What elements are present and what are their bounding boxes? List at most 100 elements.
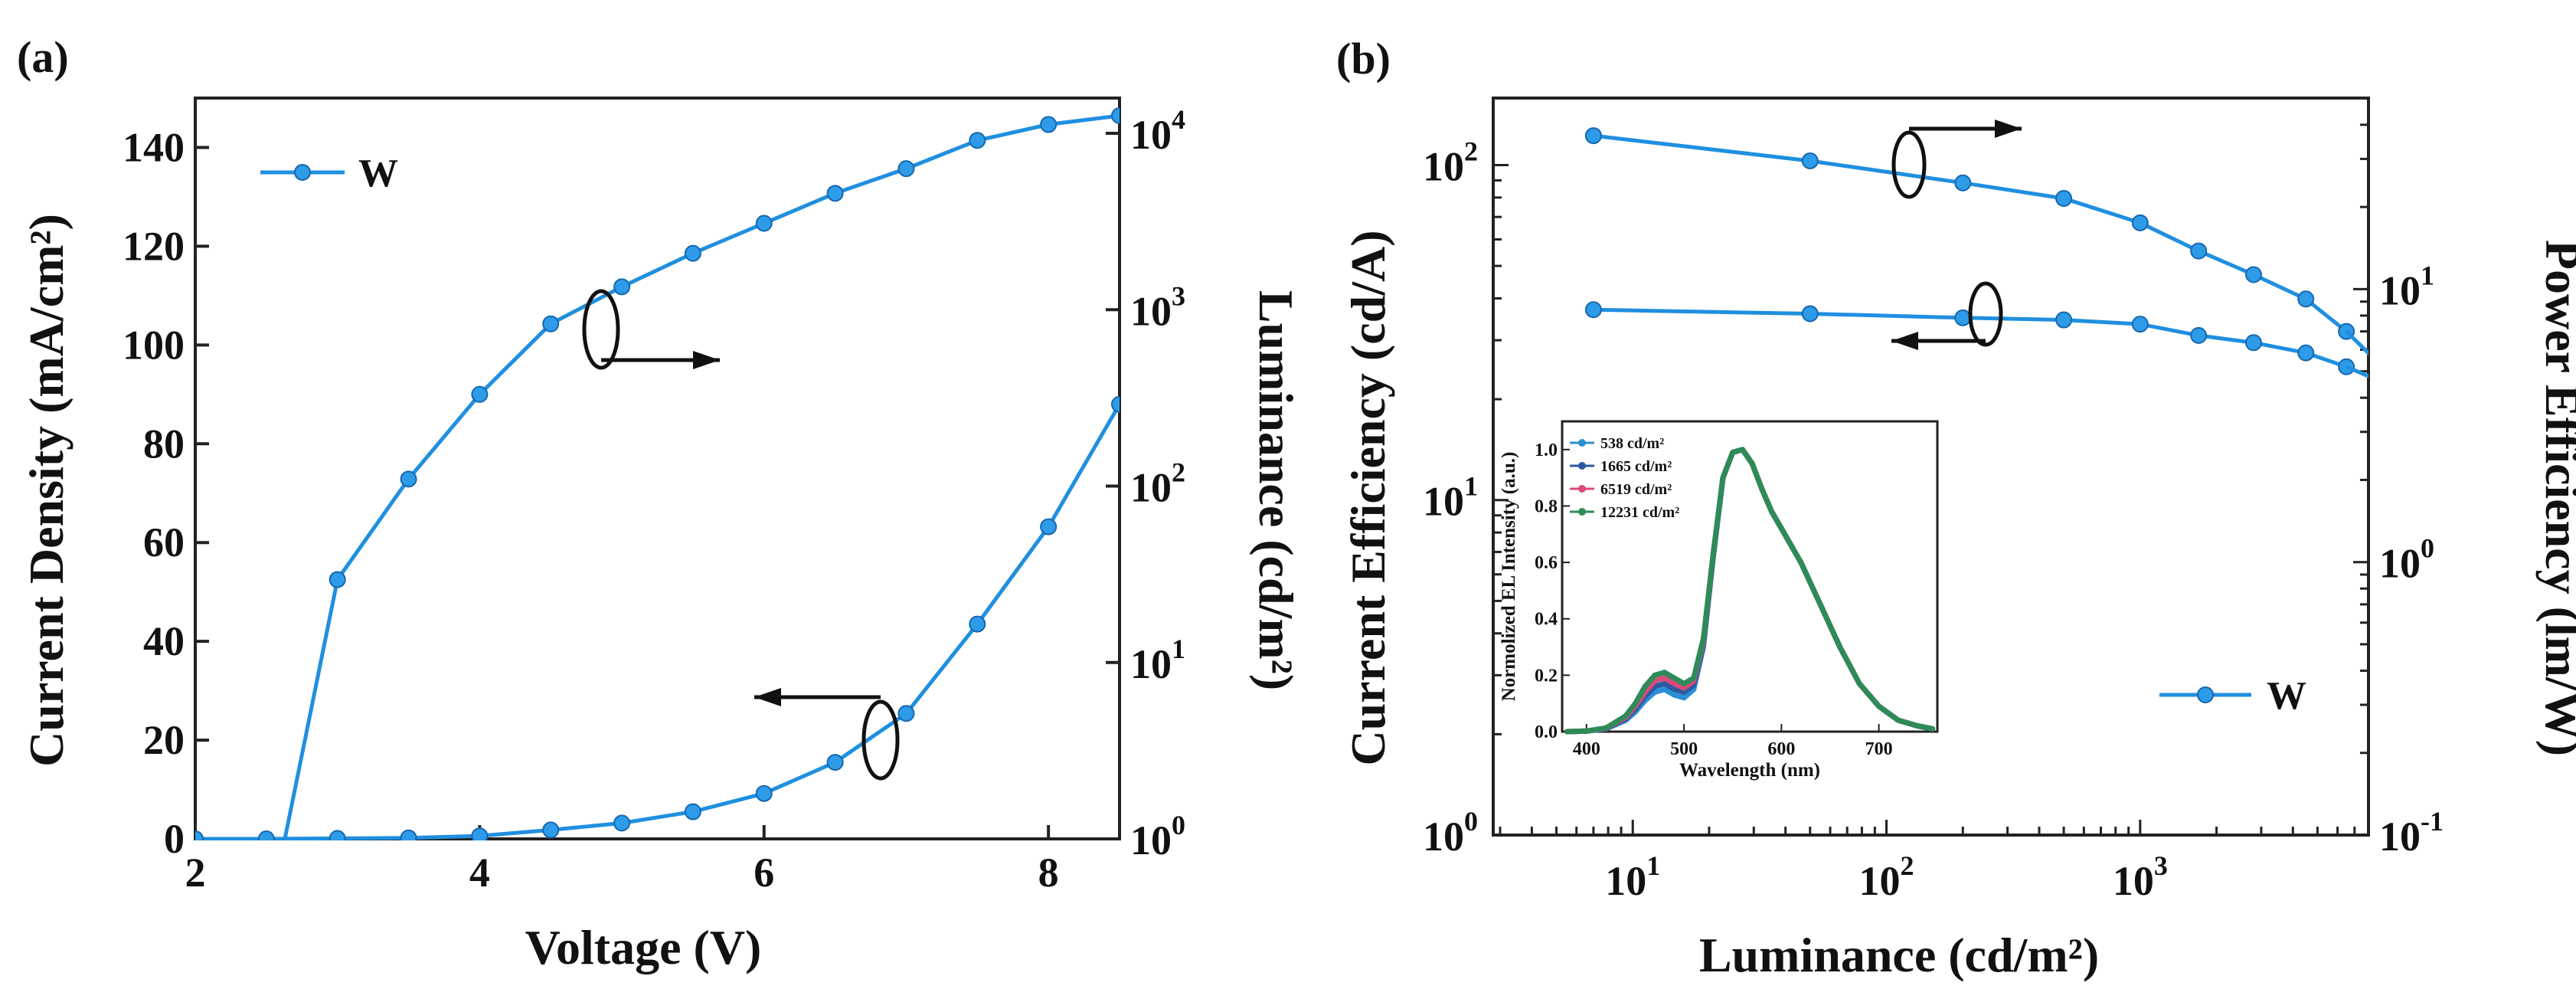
inset-frame — [1561, 420, 1939, 733]
inset-series-2-point-7 — [1662, 675, 1668, 681]
panel-a-data — [195, 107, 1120, 840]
inset-series-1-point-7 — [1662, 680, 1668, 686]
a-series-current-point-7 — [684, 803, 701, 820]
b-arrow-right-head — [1995, 120, 2022, 138]
a-yl-tick-label-1: 20 — [143, 717, 185, 763]
b-legend-label: W — [2267, 674, 2306, 718]
inset-series-3-point-4 — [1632, 700, 1638, 706]
inset-x-tick-label-2: 600 — [1767, 739, 1795, 759]
b-x-axis-title: Luminance (cd/m²) — [1699, 928, 2099, 982]
a-yl-tick-label-6: 120 — [123, 223, 185, 269]
inset-series-1-point-8 — [1671, 686, 1677, 693]
inset-series-3-point-20 — [1798, 559, 1804, 565]
a-arrow-right-head — [693, 351, 720, 369]
a-series-current-point-13 — [1111, 395, 1120, 413]
b-series-power-point-7 — [2297, 290, 2315, 308]
b-series-current-point-3 — [2055, 311, 2073, 329]
inset-series-3-point-10 — [1691, 675, 1697, 681]
a-series-luminance-point-1 — [400, 470, 417, 488]
inset-series-3-point-12 — [1710, 551, 1716, 557]
inset-legend-label-1: 1665 cd/m² — [1600, 458, 1672, 475]
b-yl-tick-label-0: 100 — [1423, 806, 1478, 860]
a-series-current-point-12 — [1040, 518, 1058, 536]
a-series-luminance-point-0 — [329, 571, 346, 588]
panel-b-frame — [1492, 97, 2370, 837]
a-series-current-point-5 — [542, 821, 560, 839]
b-series-power-point-5 — [2190, 242, 2208, 260]
panel-a-frame — [194, 97, 1121, 840]
inset-series-2-point-9 — [1681, 685, 1687, 691]
inset-legend-label-0: 538 cd/m² — [1600, 435, 1664, 452]
b-arrow-left-head — [1891, 332, 1918, 350]
a-series-current-point-4 — [471, 827, 489, 840]
b-ellipse-power — [1891, 130, 1927, 199]
a-series-luminance-point-7 — [826, 185, 844, 202]
a-x-tick-label-1: 4 — [469, 850, 490, 896]
b-series-power-point-4 — [2131, 214, 2149, 231]
a-series-current-point-6 — [613, 814, 631, 832]
inset-series-3-point-13 — [1720, 475, 1726, 481]
b-y-left-axis-title: Current Efficiency (cd/A) — [1341, 230, 1395, 765]
inset-y-tick-label-0: 0.0 — [1535, 722, 1558, 742]
a-series-current-point-3 — [400, 829, 417, 840]
a-series-luminance-point-10 — [1040, 116, 1058, 133]
a-yl-tick-label-4: 80 — [143, 421, 185, 467]
inset-series-3-point-5 — [1642, 683, 1648, 689]
inset-y-axis-title: Normolized EL Intensity (a.u.) — [1499, 452, 1519, 702]
a-yr-tick-label-3: 103 — [1130, 280, 1185, 334]
inset-legend-label-3: 12231 cd/m² — [1600, 504, 1679, 521]
inset-x-tick-label-1: 500 — [1670, 739, 1698, 759]
inset-y-tick-label-1: 0.2 — [1535, 666, 1558, 686]
a-yr-tick-label-0: 100 — [1130, 810, 1185, 863]
a-series-luminance-point-4 — [613, 278, 631, 296]
inset-series-3-point-26 — [1915, 723, 1921, 729]
a-series-current-point-10 — [897, 705, 915, 722]
a-series-current-point-1 — [257, 830, 275, 840]
inset-series-3-point-18 — [1769, 509, 1775, 515]
b-yl-tick-label-2: 102 — [1423, 136, 1478, 189]
panel-label-a: (a) — [17, 32, 69, 82]
a-series-current-point-11 — [969, 615, 986, 633]
a-yr-tick-label-4: 104 — [1130, 104, 1185, 158]
a-series-luminance-point-9 — [969, 132, 986, 149]
b-series-current-point-0 — [1584, 301, 1602, 319]
inset-legend-marker-2 — [1578, 485, 1586, 493]
a-series-current-point-0 — [195, 830, 204, 840]
inset-series-0-point-7 — [1662, 686, 1668, 693]
b-series-current-point-7 — [2297, 344, 2315, 362]
b-series-power-point-0 — [1584, 127, 1602, 145]
b-series-current-tail — [2346, 365, 2368, 378]
b-series-power-point-2 — [1954, 174, 1972, 192]
a-yl-tick-label-0: 0 — [164, 816, 185, 862]
inset-series-3-point-27 — [1930, 726, 1936, 732]
b-series-current-point-2 — [1954, 309, 1972, 326]
panel-b-data — [1584, 127, 2368, 378]
a-y-right-axis-title: Luminance (cd/m²) — [1249, 290, 1303, 690]
a-series-luminance-point-3 — [542, 315, 560, 332]
inset-series-0-point-9 — [1681, 695, 1687, 701]
a-series-luminance-point-5 — [684, 244, 701, 262]
inset-legend-marker-1 — [1578, 462, 1586, 470]
a-yr-tick-label-2: 102 — [1130, 457, 1185, 511]
inset-series-3-line — [1567, 447, 1934, 735]
inset-series-3-point-8 — [1671, 675, 1677, 681]
b-series-power-point-6 — [2244, 266, 2262, 283]
b-series-current-point-6 — [2244, 334, 2262, 352]
inset-series-3-point-16 — [1749, 460, 1755, 467]
b-yr-tick-label-0: 10-1 — [2379, 806, 2444, 860]
b-series-current-point-5 — [2190, 326, 2208, 344]
a-y-left-axis-title: Current Density (mA/cm²) — [19, 214, 74, 767]
a-x-tick-label-3: 8 — [1038, 850, 1059, 896]
b-legend-marker — [2197, 686, 2214, 703]
a-ellipse-luminance — [582, 289, 620, 370]
inset-series-2-point-8 — [1671, 680, 1677, 686]
inset-chart: 400 500 600 700 0.0 0.2 0.4 0.6 0.8 1.0 Wavelength… — [1499, 420, 1939, 781]
b-series-power-point-3 — [2055, 189, 2073, 207]
inset-y-tick-label-4: 0.8 — [1535, 496, 1558, 516]
a-series-current-point-8 — [755, 784, 773, 802]
a-x-tick-label-0: 2 — [185, 850, 206, 896]
inset-y-tick-label-3: 0.6 — [1535, 553, 1558, 573]
b-ellipse-current — [1968, 281, 2003, 347]
inset-series-3-point-17 — [1759, 486, 1765, 492]
